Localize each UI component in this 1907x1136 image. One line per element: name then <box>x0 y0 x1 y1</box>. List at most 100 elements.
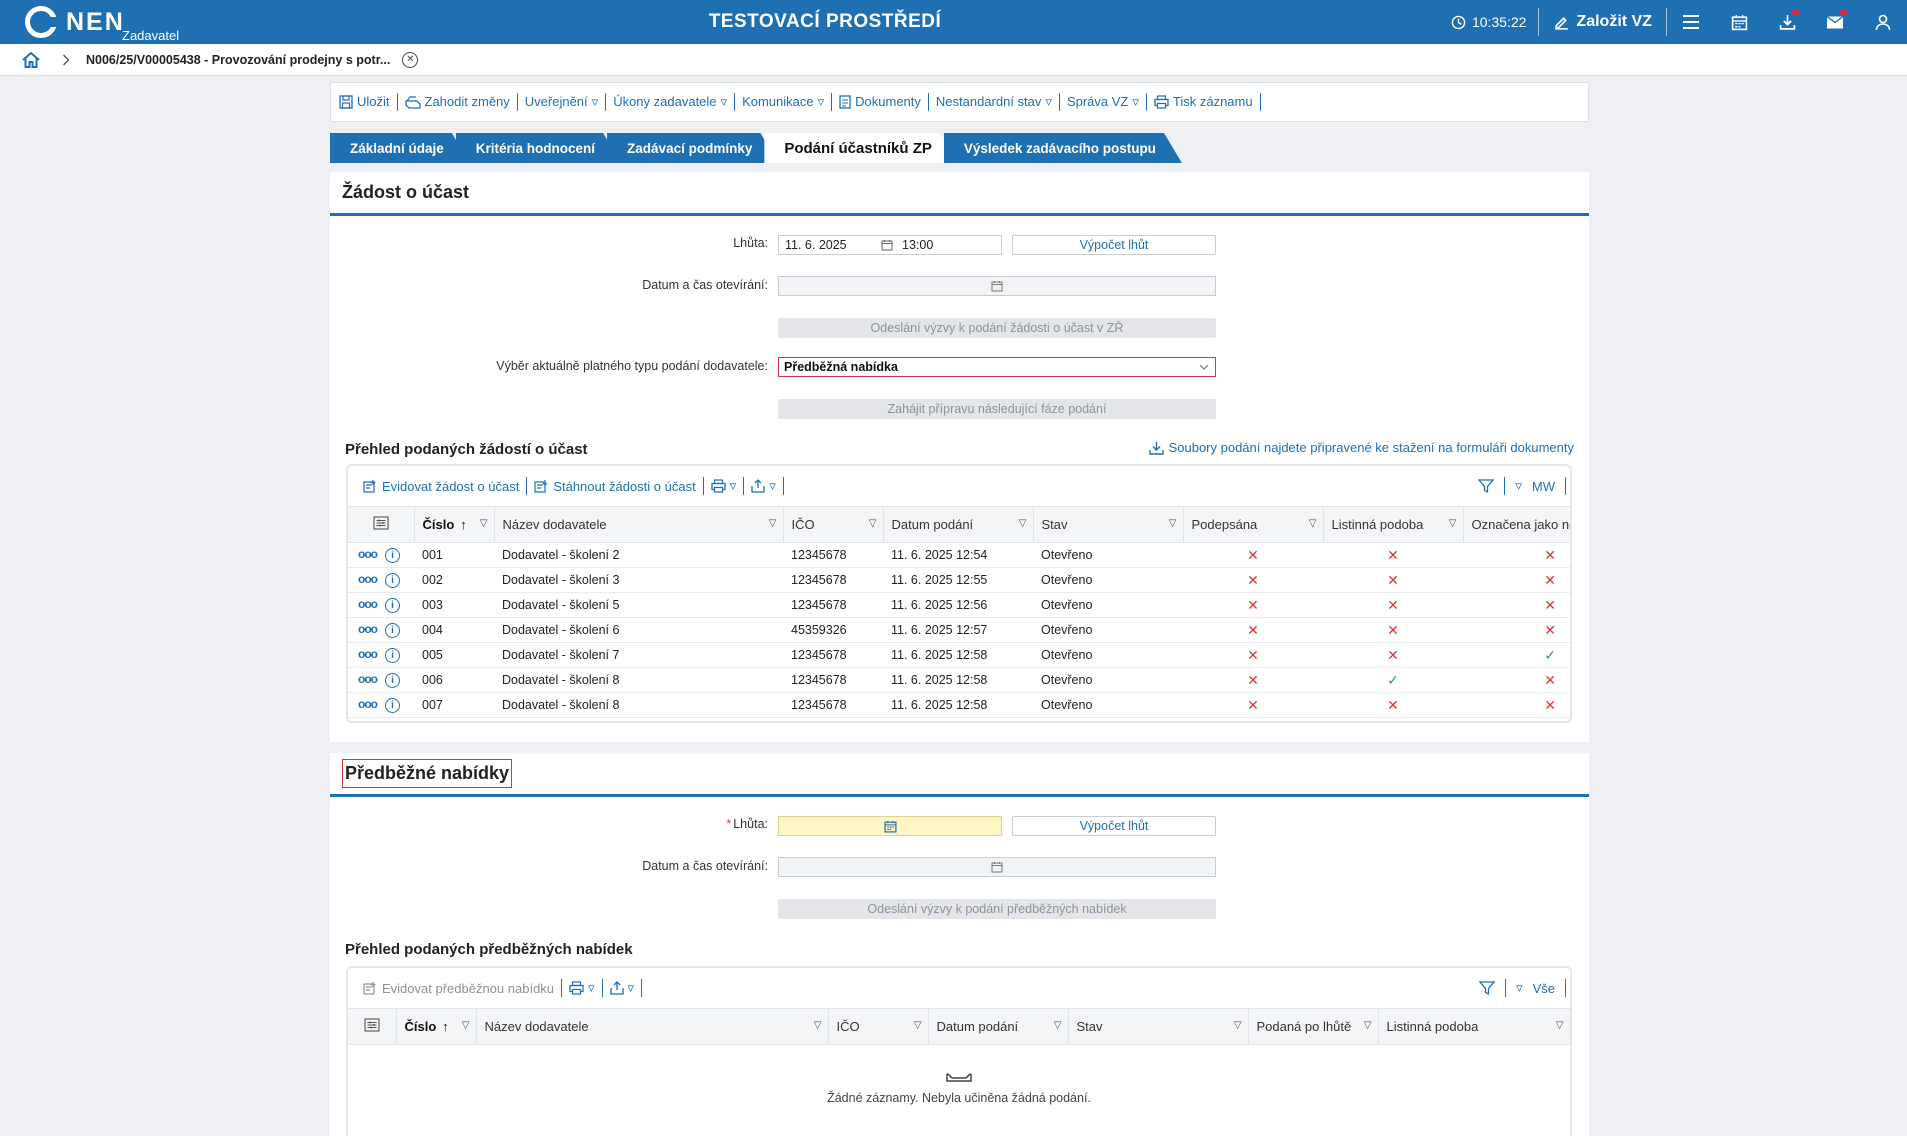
opening-datetime-field[interactable] <box>778 857 1216 877</box>
calculate-deadlines-button[interactable]: Výpočet lhůt <box>1012 235 1216 255</box>
chevron-down-icon[interactable]: ▽ <box>1233 1020 1242 1031</box>
chevron-down-icon[interactable]: ▿ <box>1516 980 1523 995</box>
opening-datetime-field[interactable] <box>778 276 1216 296</box>
info-icon[interactable]: i <box>385 647 400 663</box>
info-icon[interactable]: i <box>385 597 400 613</box>
chevron-down-icon[interactable]: ▽ <box>1555 1020 1564 1031</box>
column-settings[interactable] <box>348 506 415 543</box>
tab-tender-conditions[interactable]: Zadávací podmínky <box>607 133 778 163</box>
chevron-down-icon[interactable]: ▽ <box>1018 518 1027 529</box>
column-supplier-name[interactable]: Název dodavatele ▽ <box>476 1008 829 1045</box>
chevron-down-icon[interactable]: ▽ <box>868 518 877 529</box>
logo-text[interactable]: NEN <box>66 8 125 36</box>
more-icon[interactable]: ooo <box>358 622 378 637</box>
chevron-down-icon[interactable]: ▽ <box>768 518 777 529</box>
info-icon[interactable]: i <box>385 572 400 588</box>
chevron-down-icon[interactable]: ▿ <box>1515 478 1522 493</box>
save-button[interactable]: Uložit <box>339 93 398 111</box>
print-menu[interactable]: ▿ <box>704 477 745 495</box>
chevron-down-icon[interactable]: ▽ <box>1363 1020 1372 1031</box>
column-number[interactable]: Číslo ↑ ▽ <box>414 506 495 543</box>
register-request-button[interactable]: Evidovat žádost o účast <box>356 477 528 495</box>
column-submission-date[interactable]: Datum podání ▽ <box>928 1008 1069 1045</box>
chevron-down-icon[interactable]: ▽ <box>461 1020 470 1031</box>
column-paper-form[interactable]: Listinná podoba ▽ <box>1378 1008 1571 1045</box>
create-vz-button[interactable]: Založit VZ <box>1539 8 1667 36</box>
user-button[interactable] <box>1859 0 1907 44</box>
download-requests-button[interactable]: Stáhnout žádosti o účast <box>527 477 704 495</box>
vz-management-menu[interactable]: Správa VZ ▿ <box>1060 93 1147 111</box>
chevron-down-icon[interactable]: ▽ <box>1053 1020 1062 1031</box>
register-offer-button[interactable]: Evidovat předběžnou nabídku <box>356 979 563 997</box>
submission-type-select[interactable]: Předběžná nabídka <box>778 357 1216 377</box>
calendar-icon[interactable] <box>883 820 897 833</box>
more-icon[interactable]: ooo <box>358 547 378 562</box>
table-row[interactable]: ooo i 002 Dodavatel - školení 3 12345678 11. … <box>348 567 1570 593</box>
deadline-time[interactable]: 13:00 <box>902 238 934 252</box>
documents-button[interactable]: Dokumenty <box>832 93 929 111</box>
info-icon[interactable]: i <box>385 547 400 563</box>
calendar-icon[interactable] <box>881 239 893 251</box>
print-record-button[interactable]: Tisk záznamu <box>1147 93 1261 111</box>
export-menu[interactable]: ▿ <box>603 979 643 997</box>
more-icon[interactable]: ooo <box>358 647 378 662</box>
column-state[interactable]: Stav ▽ <box>1068 1008 1249 1045</box>
more-icon[interactable]: ooo <box>358 697 378 712</box>
breadcrumb-current[interactable]: N006/25/V00005438 - Provozování prodejny… <box>86 52 391 67</box>
info-icon[interactable]: i <box>385 697 400 713</box>
start-next-phase-button[interactable]: Zahájit přípravu následující fáze podání <box>778 399 1216 419</box>
view-selector[interactable]: Vše <box>1532 980 1555 996</box>
chevron-down-icon[interactable]: ▽ <box>913 1020 922 1031</box>
table-row[interactable]: ooo i 005 Dodavatel - školení 7 12345678 11. … <box>348 642 1570 668</box>
chevron-down-icon[interactable]: ▽ <box>813 1020 822 1031</box>
table-row[interactable]: ooo i 007 Dodavatel - školení 8 12345678 11. … <box>348 692 1570 718</box>
table-row[interactable]: ooo i 003 Dodavatel - školení 5 12345678 11. … <box>348 592 1570 618</box>
column-number[interactable]: Číslo ↑ ▽ <box>396 1008 477 1045</box>
table-row[interactable]: ooo i 006 Dodavatel - školení 8 12345678 11. … <box>348 667 1570 693</box>
column-marked-as[interactable]: Označena jako ne <box>1463 506 1570 543</box>
column-submission-date[interactable]: Datum podání ▽ <box>883 506 1034 543</box>
filter-icon[interactable] <box>1478 478 1495 494</box>
table-row[interactable]: ooo i 004 Dodavatel - školení 6 45359326 11. … <box>348 617 1570 643</box>
chevron-down-icon[interactable]: ▽ <box>1168 518 1177 529</box>
home-icon[interactable] <box>22 51 40 68</box>
export-menu[interactable]: ▿ <box>744 477 784 495</box>
tab-procedure-result[interactable]: Výsledek zadávacího postupu <box>944 133 1182 163</box>
info-icon[interactable]: i <box>385 622 400 638</box>
send-participation-invitation-button[interactable]: Odeslání výzvy k podání žádosti o účast … <box>778 318 1216 338</box>
column-settings[interactable] <box>348 1008 397 1045</box>
download-files-link[interactable]: Soubory podání najdete připravené ke sta… <box>1148 440 1574 455</box>
deadline-field[interactable]: 11. 6. 2025 13:00 <box>778 235 1002 255</box>
discard-changes-button[interactable]: Zahodit změny <box>398 93 518 111</box>
print-menu[interactable]: ▿ <box>562 979 603 997</box>
tab-participant-submissions[interactable]: Podání účastníků ZP <box>764 133 958 163</box>
column-ico[interactable]: IČO ▽ <box>783 506 884 543</box>
chevron-down-icon[interactable]: ▽ <box>1448 518 1457 529</box>
column-supplier-name[interactable]: Název dodavatele ▽ <box>494 506 784 543</box>
chevron-down-icon[interactable]: ▽ <box>479 518 488 529</box>
view-selector[interactable]: MW <box>1531 478 1555 494</box>
downloads-button[interactable] <box>1763 0 1811 44</box>
column-submitted-late[interactable]: Podaná po lhůtě ▽ <box>1248 1008 1379 1045</box>
more-icon[interactable]: ooo <box>358 672 378 687</box>
sort-ascending-icon[interactable]: ↑ <box>442 1019 449 1034</box>
close-icon[interactable]: ✕ <box>402 51 419 68</box>
filter-icon[interactable] <box>1479 980 1496 996</box>
sort-ascending-icon[interactable]: ↑ <box>460 517 467 532</box>
deadline-field[interactable] <box>778 816 1002 836</box>
info-icon[interactable]: i <box>385 672 400 688</box>
nonstandard-state-menu[interactable]: Nestandardní stav ▿ <box>929 93 1060 111</box>
deadline-date[interactable]: 11. 6. 2025 <box>785 238 847 252</box>
column-ico[interactable]: IČO ▽ <box>828 1008 929 1045</box>
menu-button[interactable] <box>1667 0 1715 44</box>
table-row[interactable]: ooo i 001 Dodavatel - školení 2 12345678 11. … <box>348 542 1570 568</box>
column-signed[interactable]: Podepsána ▽ <box>1183 506 1324 543</box>
logo-icon[interactable] <box>25 6 58 38</box>
more-icon[interactable]: ooo <box>358 572 378 587</box>
column-paper-form[interactable]: Listinná podoba ▽ <box>1323 506 1464 543</box>
chevron-down-icon[interactable]: ▽ <box>1308 518 1317 529</box>
publication-menu[interactable]: Uveřejnění ▿ <box>518 93 607 111</box>
calendar-button[interactable] <box>1715 0 1763 44</box>
contracting-acts-menu[interactable]: Úkony zadavatele ▿ <box>606 93 736 111</box>
send-preliminary-invitation-button[interactable]: Odeslání výzvy k podání předběžných nabí… <box>778 899 1216 919</box>
